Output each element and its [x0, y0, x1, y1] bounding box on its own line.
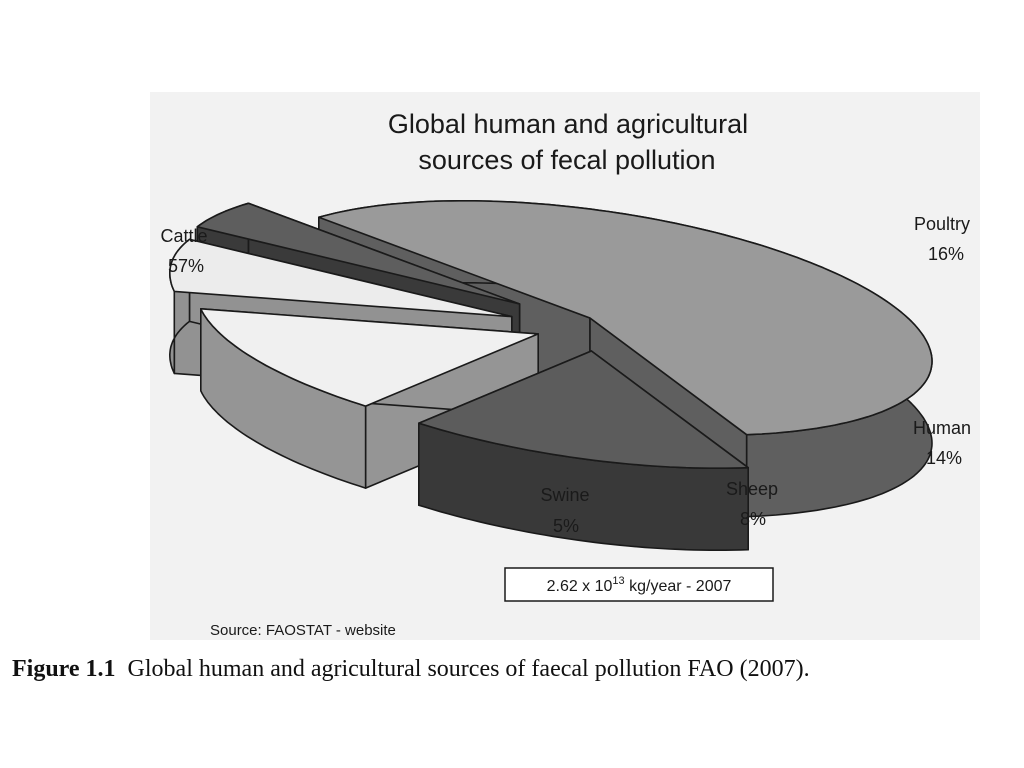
slice-label-poultry: Poultry 16%: [914, 214, 970, 264]
slice-label-sheep-value: 8%: [740, 509, 766, 529]
figure-caption: Figure 1.1 Global human and agricultural…: [12, 656, 1012, 683]
slice-label-poultry-name: Poultry: [914, 214, 970, 234]
total-box-text: 2.62 x 1013 kg/year - 2007: [547, 575, 732, 595]
total-box-suffix: kg/year - 2007: [625, 578, 732, 595]
caption-label: Figure 1.1: [12, 656, 116, 682]
total-box-exponent: 13: [612, 575, 624, 587]
chart-title-line-1: Global human and agricultural: [388, 109, 748, 139]
slice-label-sheep: Sheep 8%: [726, 479, 778, 529]
slice-label-swine-name: Swine: [540, 485, 589, 505]
slice-top-swine: [196, 202, 521, 305]
slice-label-swine: Swine 5%: [540, 485, 589, 536]
slice-label-human-name: Human: [913, 418, 971, 438]
slice-label-cattle-value: 57%: [168, 256, 204, 276]
slice-top-human: [200, 307, 540, 407]
chart-title-line-2: sources of fecal pollution: [418, 145, 715, 175]
pie-slice-poultry: [417, 350, 750, 552]
slice-label-sheep-name: Sheep: [726, 479, 778, 499]
total-box: 2.62 x 1013 kg/year - 2007: [504, 567, 774, 602]
total-box-frame: [504, 567, 774, 602]
slice-label-human-value: 14%: [926, 448, 962, 468]
slice-label-cattle: Cattle 57%: [160, 226, 207, 276]
slice-label-human: Human 14%: [913, 418, 971, 468]
slice-label-cattle-name: Cattle: [160, 226, 207, 246]
caption-text: Global human and agricultural sources of…: [127, 656, 810, 682]
slice-label-poultry-value: 16%: [928, 244, 964, 264]
slice-label-swine-value: 5%: [553, 516, 579, 536]
source-note: Source: FAOSTAT - website: [210, 622, 396, 639]
slice-top-cattle: [317, 200, 933, 436]
slice-top-sheep: [169, 238, 513, 318]
total-box-prefix: 2.62 x 10: [547, 578, 613, 595]
slice-top-poultry: [417, 350, 750, 470]
